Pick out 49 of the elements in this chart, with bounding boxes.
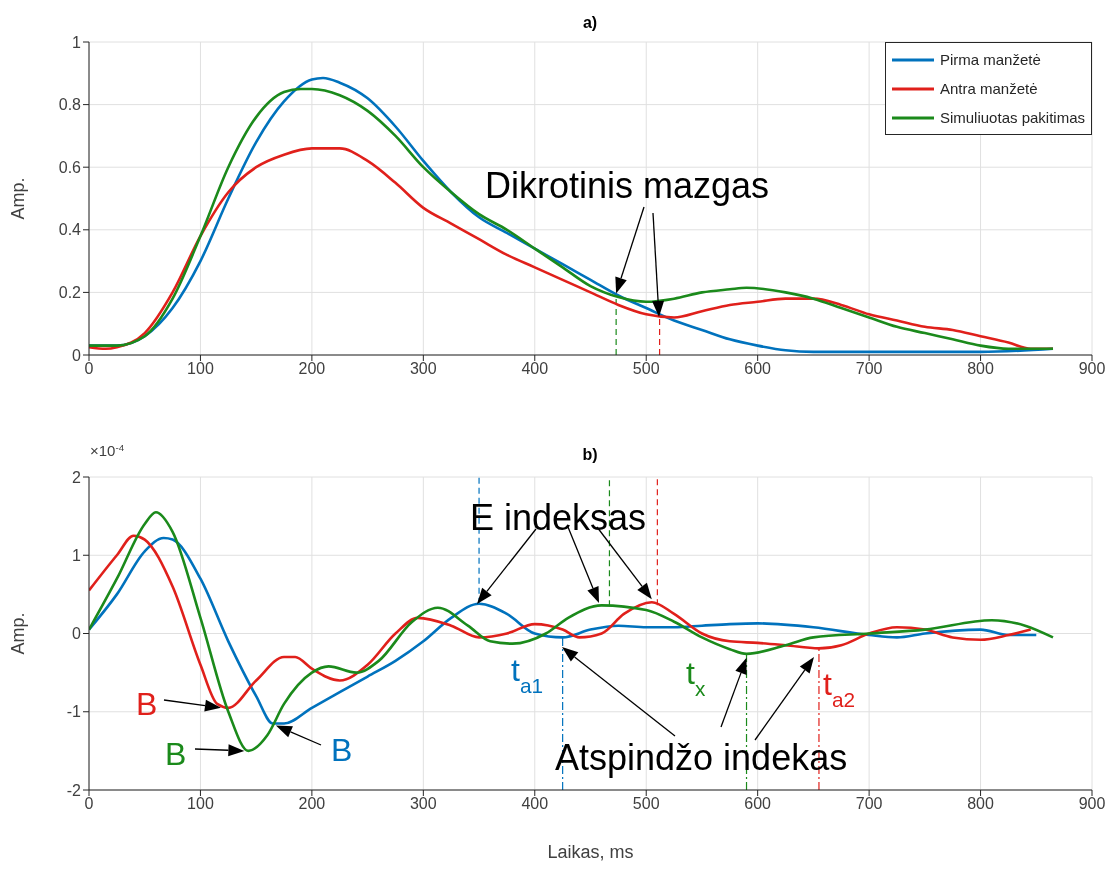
y-tick-label: 0.2	[58, 284, 82, 302]
chart-title: a)	[582, 14, 598, 31]
annotation: Atspindžo indekas	[555, 737, 848, 778]
y-tick-label: 0.8	[58, 96, 82, 114]
x-tick-label: 800	[967, 360, 994, 378]
x-axis-title: Laikas, ms	[547, 842, 634, 862]
y-tick-label: 0	[72, 625, 82, 643]
legend-label: Antra manžetė	[939, 80, 1038, 97]
legend-label: Pirma manžetė	[939, 51, 1041, 68]
y-tick-label: 2	[72, 468, 82, 486]
x-tick-label: 900	[1078, 795, 1106, 813]
y-tick-label: 1	[72, 33, 82, 51]
y-tick-label: -1	[66, 703, 82, 721]
x-tick-label: 0	[84, 360, 94, 378]
y-tick-label: 0.4	[58, 221, 82, 239]
x-tick-label: 400	[521, 360, 549, 378]
x-tick-label: 800	[967, 795, 994, 813]
y-axis-title: Amp.	[8, 612, 29, 655]
x-tick-label: 600	[744, 795, 772, 813]
y-tick-label: 0.6	[58, 158, 82, 176]
annotation: E indeksas	[470, 497, 647, 538]
x-tick-label: 700	[855, 360, 883, 378]
legend-label: Simuliuotas pakitimas	[939, 109, 1085, 126]
annotation: B	[331, 732, 353, 768]
y-tick-label: -2	[66, 781, 82, 799]
x-tick-label: 200	[298, 360, 326, 378]
x-tick-label: 100	[187, 795, 214, 813]
x-tick-label: 900	[1078, 360, 1106, 378]
annotation: B	[165, 736, 187, 772]
x-tick-label: 300	[409, 795, 437, 813]
x-tick-label: 600	[744, 360, 772, 378]
x-tick-label: 100	[187, 360, 214, 378]
x-tick-label: 500	[632, 795, 660, 813]
annotation: Dikrotinis mazgas	[485, 165, 770, 206]
chart-title: b)	[582, 446, 598, 463]
x-tick-label: 200	[298, 795, 326, 813]
x-tick-label: 0	[84, 795, 94, 813]
x-tick-label: 400	[521, 795, 549, 813]
annotation: B	[136, 686, 158, 722]
y-tick-label: 1	[72, 546, 82, 564]
annotation: t$_{a1}$	[511, 652, 544, 697]
x-tick-label: 300	[409, 360, 437, 378]
x-tick-label: 700	[855, 795, 883, 813]
text: ×10$^{-4}$	[90, 441, 125, 459]
x-tick-label: 500	[632, 360, 660, 378]
y-axis-title: Amp.	[8, 177, 29, 220]
y-tick-label: 0	[72, 346, 82, 364]
annotation: t$_{x}$	[686, 655, 706, 700]
annotation: t$_{a2}$	[823, 666, 856, 711]
